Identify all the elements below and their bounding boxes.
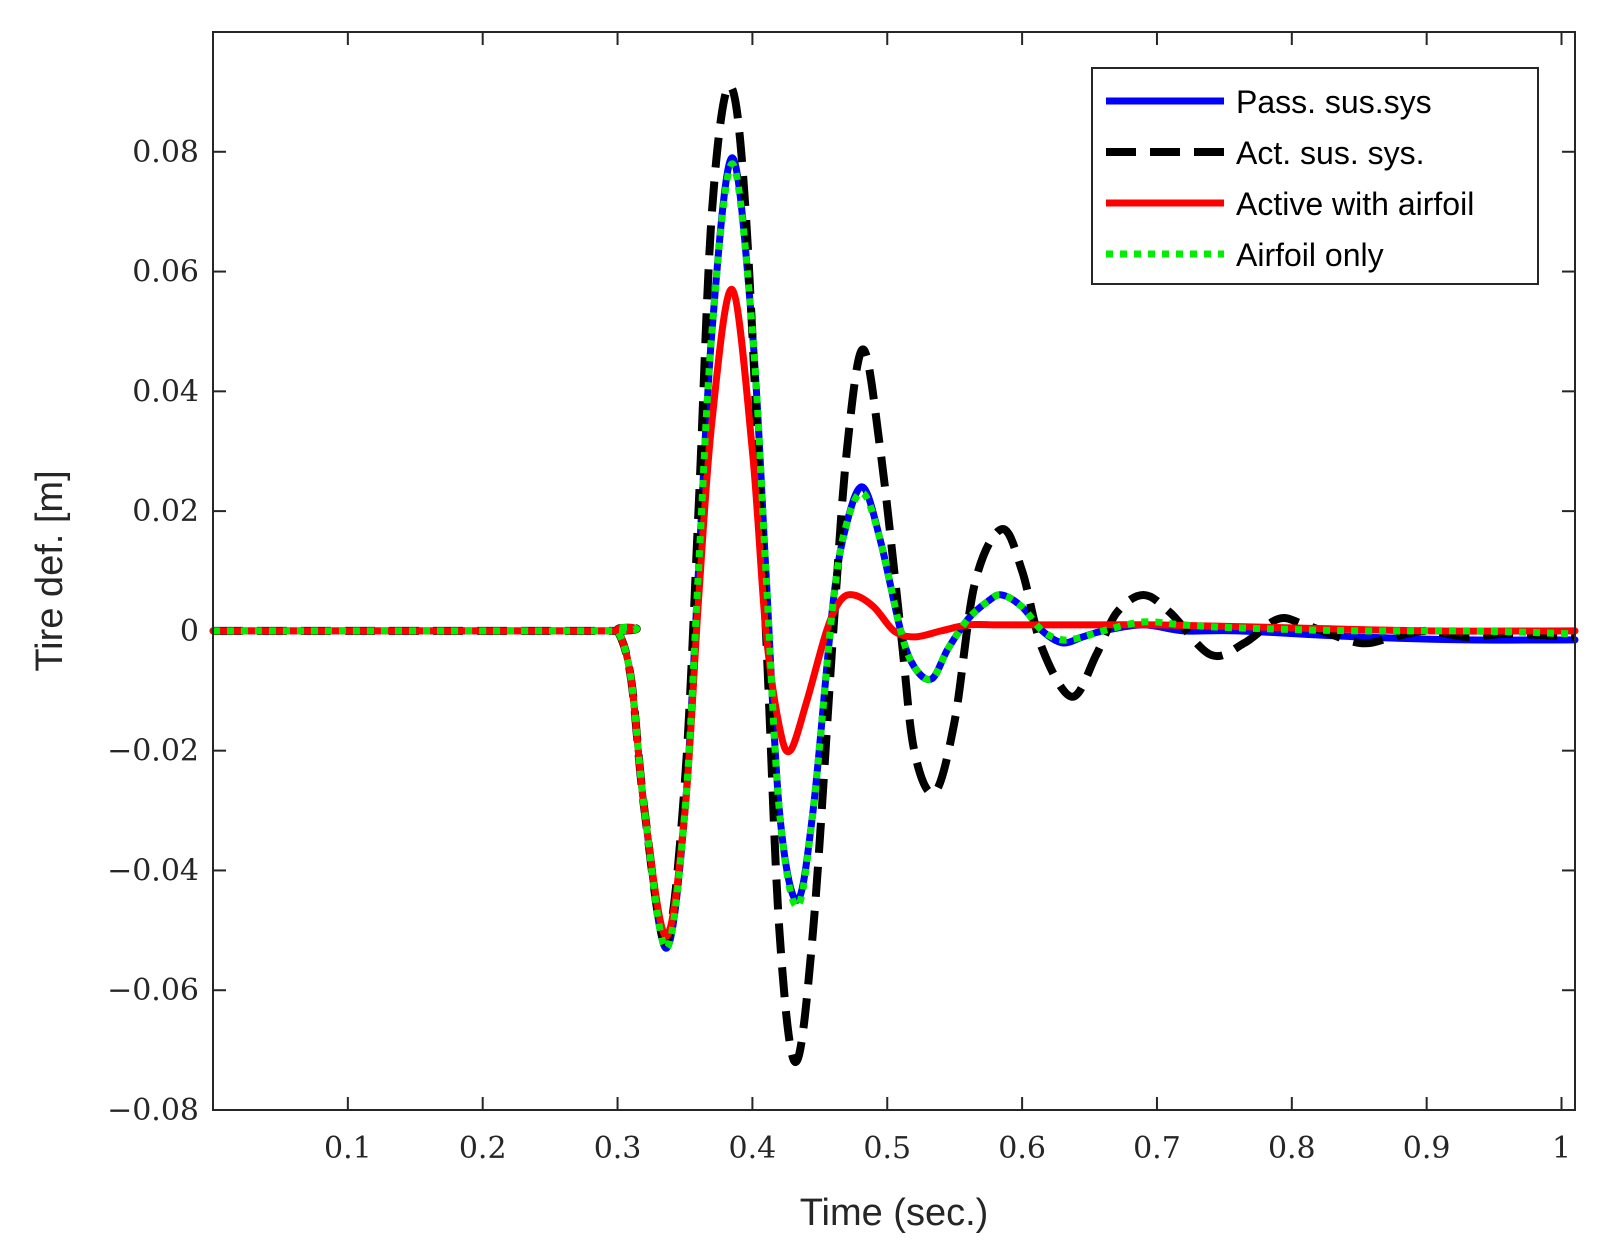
x-tick-label: 0.3 <box>594 1131 642 1166</box>
x-tick-label: 1 <box>1552 1131 1571 1166</box>
y-tick-label: −0.02 <box>107 734 199 769</box>
legend-label: Airfoil only <box>1236 237 1384 273</box>
legend-label: Pass. sus.sys <box>1236 84 1432 120</box>
y-tick-label: −0.04 <box>107 853 199 888</box>
x-tick-label: 0.1 <box>324 1131 372 1166</box>
legend: Pass. sus.sys Act. sus. sys. Active with a… <box>1091 67 1539 285</box>
x-axis-title: Time (sec.) <box>800 1192 989 1234</box>
plot-area <box>209 81 1579 1067</box>
series-line <box>209 286 1579 940</box>
x-tick-label: 0.4 <box>729 1131 777 1166</box>
x-tick-label: 0.6 <box>998 1131 1046 1166</box>
x-tick-label: 0.7 <box>1133 1131 1181 1166</box>
legend-label: Act. sus. sys. <box>1236 135 1424 171</box>
x-tick-label: 0.5 <box>863 1131 911 1166</box>
y-tick-label: 0.04 <box>132 374 199 409</box>
y-tick-label: −0.06 <box>107 973 199 1008</box>
y-axis-ticks: −0.08 −0.06 −0.04 −0.02 0 0.02 0.04 0.06 0.08 <box>107 135 1575 1128</box>
x-tick-label: 0.2 <box>459 1131 507 1166</box>
y-tick-label: −0.08 <box>107 1093 199 1128</box>
y-tick-label: 0.02 <box>132 494 199 529</box>
x-axis-ticks: 0.1 0.2 0.3 0.4 0.5 0.6 0.7 0.8 0.9 1 <box>324 32 1571 1166</box>
x-tick-label: 0.8 <box>1268 1131 1316 1166</box>
y-axis-title: Tire def. [m] <box>29 470 71 671</box>
y-tick-label: 0 <box>180 614 199 649</box>
axes-box <box>212 31 1576 1111</box>
y-tick-label: 0.06 <box>132 255 199 290</box>
y-tick-label: 0.08 <box>132 135 199 170</box>
legend-label: Active with airfoil <box>1236 186 1474 222</box>
series-line <box>213 160 1576 952</box>
x-tick-label: 0.9 <box>1403 1131 1451 1166</box>
